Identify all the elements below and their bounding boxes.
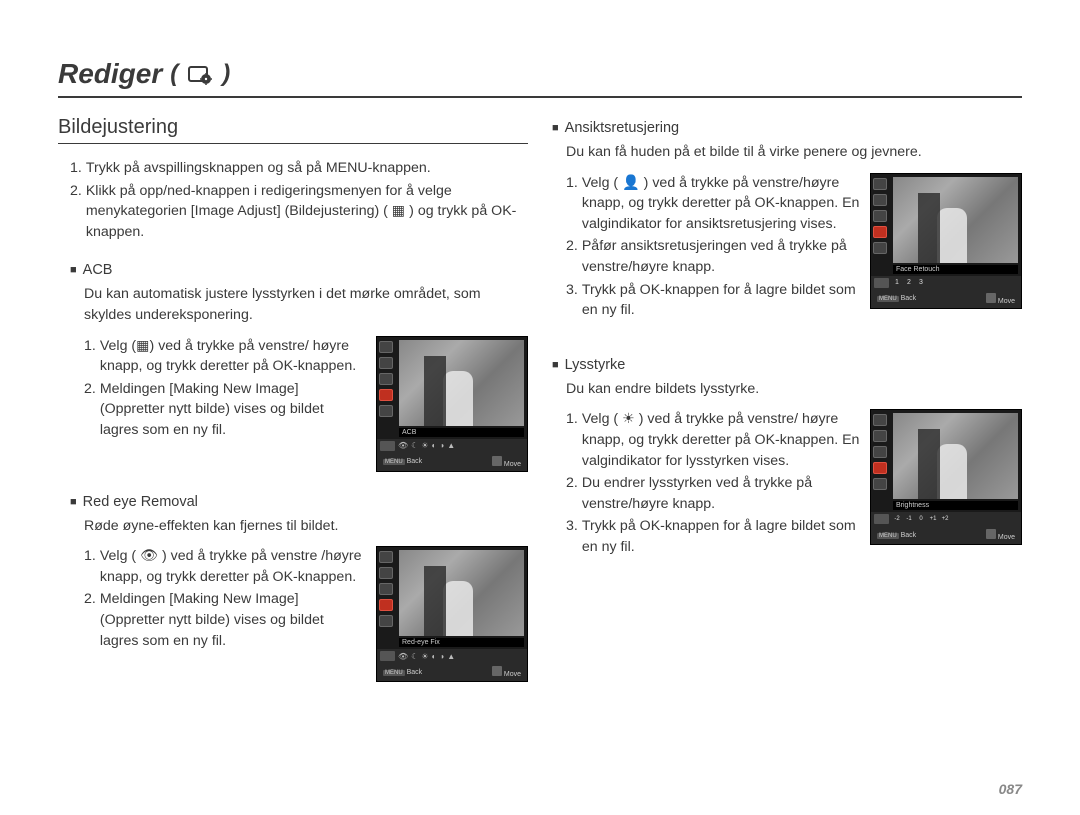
redeye-screenshot: Red-eye Fix 👁☾☀◐◑▲ MENU Back Move: [376, 546, 528, 682]
right-column: ■ Ansiktsretusjering Du kan få huden på e…: [552, 116, 1022, 704]
redeye-desc: Røde øyne-effekten kan fjernes til bilde…: [70, 516, 528, 537]
acb-screen-label: ACB: [399, 428, 524, 437]
face-screen-label: Face Retouch: [893, 265, 1018, 274]
page-number: 087: [999, 781, 1022, 797]
section-brightness: ■ Lysstyrke Du kan endre bildets lysstyrk…: [552, 357, 1022, 560]
page-title-row: Rediger ( ): [58, 58, 1022, 98]
redeye-step-1: Velg ( 👁 ) ved å trykke på venstre /høyr…: [100, 546, 366, 587]
face-step-2: Påfør ansiktsretusjeringen ved å trykke …: [582, 236, 860, 277]
acb-heading: ACB: [83, 262, 113, 278]
page-title: Rediger: [58, 58, 162, 90]
acb-step-1: Velg (▦) ved å trykke på venstre/ høyre …: [100, 336, 366, 377]
brightness-step-1: Velg ( ☀ ) ved å trykke på venstre/ høyr…: [582, 409, 860, 471]
brightness-steps: 1.Velg ( ☀ ) ved å trykke på venstre/ hø…: [566, 409, 860, 559]
title-open-paren: (: [170, 60, 178, 88]
brightness-screenshot: Brightness -2-10+1+2 MENU Back Move: [870, 409, 1022, 559]
left-column: Bildejustering 1.Trykk på avspillingskna…: [58, 116, 528, 704]
bullet-icon: ■: [70, 496, 77, 508]
face-screenshot: Face Retouch 123 MENU Back Move: [870, 173, 1022, 323]
edit-icon: [186, 62, 214, 86]
bullet-icon: ■: [70, 264, 77, 276]
redeye-steps: 1.Velg ( 👁 ) ved å trykke på venstre /hø…: [84, 546, 366, 682]
section-redeye: ■ Red eye Removal Røde øyne-effekten kan …: [58, 494, 528, 683]
title-close-paren: ): [222, 60, 230, 88]
acb-desc: Du kan automatisk justere lysstyrken i d…: [70, 284, 528, 325]
brightness-step-2: Du endrer lysstyrken ved å trykke på ven…: [582, 473, 860, 514]
section-face: ■ Ansiktsretusjering Du kan få huden på e…: [552, 120, 1022, 323]
face-desc: Du kan få huden på et bilde til å virke …: [552, 142, 1022, 163]
intro-num-1: 1.: [70, 158, 82, 179]
section-subtitle: Bildejustering: [58, 116, 528, 144]
face-heading: Ansiktsretusjering: [565, 120, 679, 136]
section-acb: ■ ACB Du kan automatisk justere lysstyrke…: [58, 262, 528, 471]
brightness-heading: Lysstyrke: [565, 357, 626, 373]
brightness-step-3: Trykk på OK-knappen for å lagre bildet s…: [582, 516, 860, 557]
redeye-step-2: Meldingen [Making New Image] (Oppretter …: [100, 589, 366, 651]
face-steps: 1.Velg ( 👤 ) ved å trykke på venstre/høy…: [566, 173, 860, 323]
intro-text-2: Klikk på opp/ned-knappen i redigeringsme…: [86, 181, 528, 243]
face-step-3: Trykk på OK-knappen for å lagre bildet s…: [582, 280, 860, 321]
intro-text-1: Trykk på avspillingsknappen og så på MEN…: [86, 158, 431, 179]
acb-screenshot: ACB 👁☾☀◐◑▲ MENU Back Move: [376, 336, 528, 472]
brightness-desc: Du kan endre bildets lysstyrke.: [552, 379, 1022, 400]
bullet-icon: ■: [552, 359, 559, 371]
acb-steps: 1.Velg (▦) ved å trykke på venstre/ høyr…: [84, 336, 366, 472]
intro-steps: 1.Trykk på avspillingsknappen og så på M…: [58, 158, 528, 242]
redeye-heading: Red eye Removal: [83, 494, 198, 510]
acb-step-2: Meldingen [Making New Image] (Oppretter …: [100, 379, 366, 441]
intro-num-2: 2.: [70, 181, 82, 243]
bullet-icon: ■: [552, 122, 559, 134]
brightness-screen-label: Brightness: [893, 501, 1018, 510]
redeye-screen-label: Red-eye Fix: [399, 638, 524, 647]
face-step-1: Velg ( 👤 ) ved å trykke på venstre/høyre…: [582, 173, 860, 235]
